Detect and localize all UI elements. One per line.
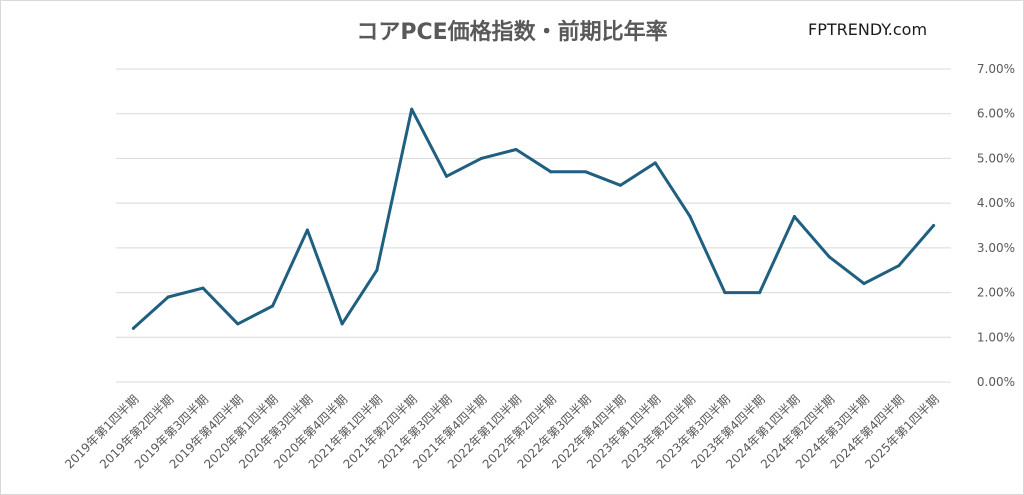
- data-point: [897, 264, 901, 268]
- site-watermark: FPTRENDY.com: [808, 20, 928, 39]
- x-axis-ticks: 2019年第1四半期2019年第2四半期2019年第3四半期2019年第4四半期…: [62, 392, 942, 471]
- gridlines: [116, 68, 951, 383]
- data-point: [479, 156, 483, 160]
- data-point: [375, 268, 379, 272]
- data-point: [305, 228, 309, 232]
- data-point: [723, 291, 727, 295]
- data-point: [514, 147, 518, 151]
- data-point: [549, 170, 553, 174]
- data-point: [166, 295, 170, 299]
- data-point: [827, 255, 831, 259]
- y-tick-label: 5.00%: [977, 151, 1015, 165]
- data-point: [445, 174, 449, 178]
- data-point: [201, 286, 205, 290]
- data-point: [758, 291, 762, 295]
- y-tick-label: 2.00%: [977, 286, 1015, 300]
- y-tick-label: 7.00%: [977, 62, 1015, 76]
- chart-title: コアPCE価格指数・前期比年率: [356, 20, 668, 45]
- series-layer: [131, 107, 936, 330]
- y-tick-label: 4.00%: [977, 196, 1015, 210]
- y-tick-label: 6.00%: [977, 107, 1015, 121]
- data-point: [862, 282, 866, 286]
- data-point: [410, 107, 414, 111]
- y-tick-label: 3.00%: [977, 241, 1015, 255]
- y-tick-label: 0.00%: [977, 375, 1015, 389]
- data-point: [792, 215, 796, 219]
- data-point: [584, 170, 588, 174]
- data-point: [688, 215, 692, 219]
- data-point: [236, 322, 240, 326]
- series-line: [131, 107, 936, 330]
- data-point: [653, 161, 657, 165]
- data-point: [618, 183, 622, 187]
- data-point: [271, 304, 275, 308]
- y-axis-ticks: 0.00% 1.00% 2.00% 3.00% 4.00% 5.00% 6.00% 7.00%: [977, 62, 1015, 389]
- data-point: [131, 326, 135, 330]
- y-tick-label: 1.00%: [977, 330, 1015, 344]
- data-point: [932, 224, 936, 227]
- data-point: [340, 322, 344, 326]
